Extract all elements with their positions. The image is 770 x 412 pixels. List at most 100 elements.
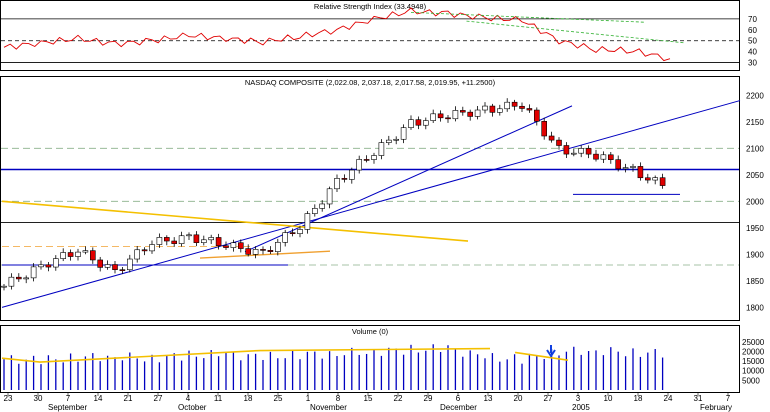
candle-body (563, 145, 570, 155)
candle-body (223, 245, 229, 248)
x-day-label: 24 (664, 394, 673, 403)
candle-body (45, 264, 52, 268)
x-day-label: 7 (726, 394, 731, 403)
price-tick-label: 2150 (746, 118, 764, 127)
x-day-label: 7 (66, 394, 71, 403)
rsi-line (3, 7, 671, 62)
candle-body (289, 232, 296, 234)
price-tick-label: 1950 (746, 224, 764, 233)
candle-body (186, 234, 192, 237)
x-month-label: November (310, 403, 347, 412)
candle-body (496, 108, 503, 113)
candle-body (245, 248, 251, 255)
candle-body (1, 285, 7, 288)
candle-body (415, 119, 422, 126)
x-day-label: 30 (34, 394, 43, 403)
candle-body (141, 249, 148, 252)
rsi-tick-label: 30 (748, 59, 757, 68)
candle-body (134, 249, 140, 260)
volume-bars (1, 344, 664, 390)
candle-body (8, 276, 15, 287)
candle-body (326, 188, 333, 205)
x-day-label: 27 (544, 394, 553, 403)
price-tick-label: 1800 (746, 303, 764, 312)
candle-body (356, 159, 363, 171)
candle-body (260, 249, 266, 251)
candle-body (178, 235, 185, 244)
candle-body (38, 264, 44, 268)
candle-body (467, 111, 474, 117)
candle-body (304, 213, 311, 230)
candle-body (230, 242, 237, 248)
candle-body (511, 101, 518, 107)
candle-body (297, 229, 303, 234)
candle-body (644, 177, 651, 181)
x-day-label: 23 (4, 394, 13, 403)
x-month-label: September (48, 403, 87, 412)
x-day-label: 27 (154, 394, 163, 403)
rsi-tick-label: 70 (748, 15, 757, 24)
candle-body (267, 250, 274, 252)
candle-body (533, 109, 540, 122)
candle-body (311, 208, 318, 214)
x-day-label: 18 (634, 394, 643, 403)
rsi-tick-label: 40 (748, 48, 757, 57)
candle-body (334, 178, 340, 190)
x-day-label: 11 (214, 394, 223, 403)
x-month-label: October (178, 403, 207, 412)
x-day-label: 20 (514, 394, 523, 403)
candle-body (607, 154, 614, 160)
candle-body (208, 237, 214, 241)
volume-tick-label: 5000 (742, 376, 760, 385)
orange-support-line (199, 250, 331, 259)
candle-body (15, 276, 22, 280)
candle-body (171, 240, 177, 244)
x-day-label: 15 (364, 394, 373, 403)
price-tick-label: 1900 (746, 250, 764, 259)
candle-body (393, 138, 400, 141)
volume-tick-label: 10000 (742, 367, 765, 376)
volume-trendline (514, 351, 569, 361)
candle-body (652, 177, 659, 181)
candle-body (430, 113, 437, 121)
candle-body (252, 249, 259, 255)
candle-body (319, 203, 326, 209)
candle-body (52, 258, 59, 268)
x-month-label: December (440, 403, 477, 412)
candle-body (578, 148, 585, 154)
candle-body (341, 178, 348, 180)
x-day-label: 22 (394, 394, 403, 403)
volume-panel (0, 325, 740, 393)
candle-body (67, 252, 74, 257)
rsi-trendline (466, 20, 686, 44)
candle-body (164, 237, 170, 242)
candle-body (193, 234, 200, 243)
candle-body (400, 127, 407, 140)
candle-body (519, 105, 525, 109)
x-day-label: 6 (456, 394, 461, 403)
rsi-trendline (410, 11, 645, 23)
candle-body (112, 264, 118, 270)
x-day-label: 10 (604, 394, 613, 403)
candle-body (548, 135, 555, 141)
volume-trendline (1, 347, 491, 363)
rsi-title: Relative Strength Index (33.4948) (314, 2, 427, 11)
candle-body (23, 277, 30, 280)
blue-trendline (1, 100, 741, 308)
candle-body (556, 139, 562, 146)
x-month-label: February (700, 403, 732, 412)
candle-body (482, 105, 488, 111)
rsi-series (3, 7, 686, 62)
candle-body (82, 250, 89, 253)
candle-body (127, 258, 133, 271)
candle-body (570, 152, 577, 155)
candle-body (585, 148, 592, 155)
volume-tick-label: 20000 (742, 347, 765, 356)
candle-body (201, 239, 207, 243)
candle-body (156, 237, 163, 245)
price-tick-label: 2000 (746, 197, 764, 206)
candle-body (119, 269, 126, 271)
x-day-label: 8 (336, 394, 341, 403)
